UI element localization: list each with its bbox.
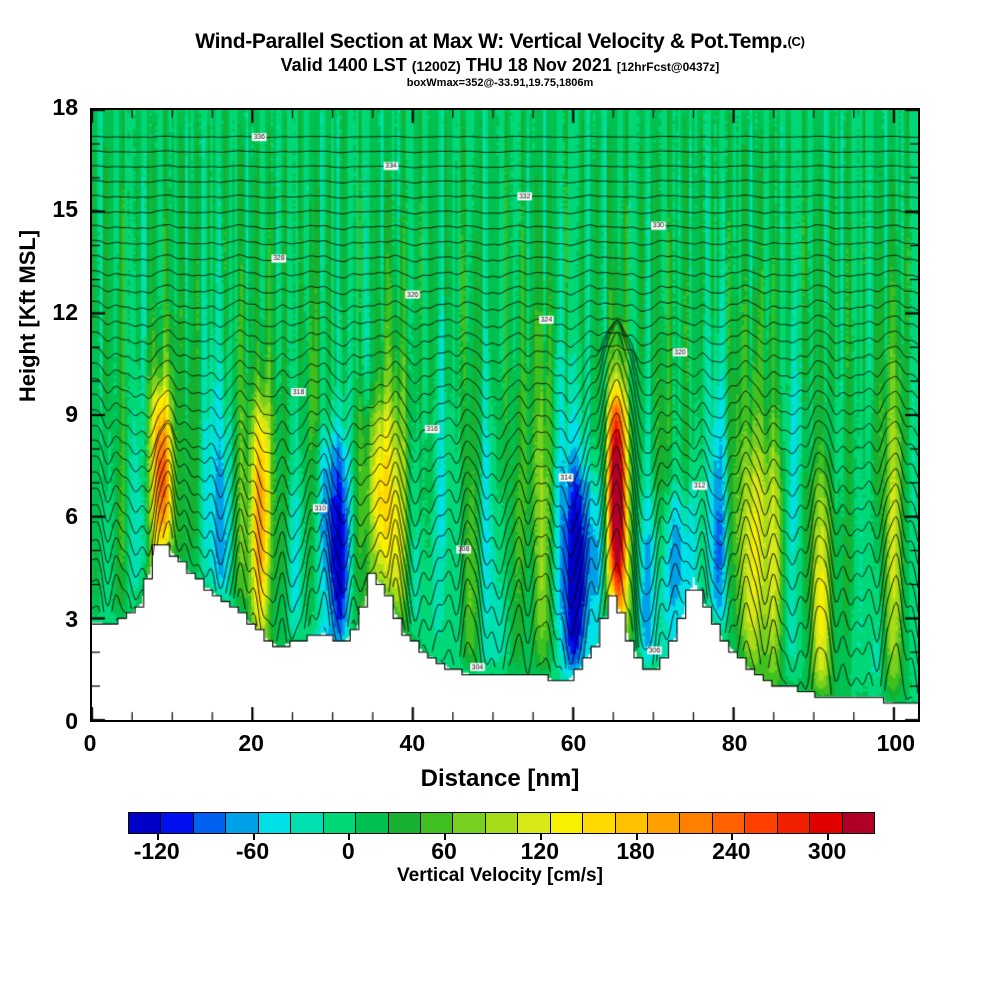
colorbar-label-300: 300 [807, 838, 847, 864]
colorbar-title: Vertical Velocity [cm/s] [397, 865, 603, 886]
colorbar-segment-1 [161, 813, 194, 833]
x-tick-label-20: 20 [238, 730, 264, 756]
x-tick-label-60: 60 [560, 730, 587, 756]
colorbar-tick [827, 834, 830, 840]
colorbar-segment-3 [226, 813, 259, 833]
colorbar-tick [635, 834, 638, 840]
colorbar-segment-18 [712, 813, 746, 833]
colorbar-segment-4 [258, 813, 292, 833]
colorbar-segment-9 [420, 813, 454, 833]
colorbar-segment-0 [129, 813, 162, 833]
colorbar-label-240: 240 [712, 838, 751, 864]
colorbar-segment-16 [648, 813, 681, 833]
main-title-text: Wind-Parallel Section at Max W: Vertical… [195, 30, 788, 53]
colorbar-segment-7 [356, 813, 389, 833]
colorbar [128, 812, 875, 834]
colorbar-segment-14 [583, 813, 616, 833]
y-tick-label-12: 12 [52, 298, 78, 325]
colorbar-segment-17 [680, 813, 713, 833]
colorbar-segment-21 [810, 813, 843, 833]
valid-date: THU 18 Nov 2021 [465, 55, 612, 75]
colorbar-tick [444, 834, 447, 840]
colorbar-segment-20 [777, 813, 811, 833]
y-tick-label-18: 18 [52, 94, 78, 120]
x-tick-label-0: 0 [83, 730, 97, 756]
colorbar-segment-12 [518, 813, 551, 833]
colorbar-label-60: 60 [431, 838, 457, 864]
x-tick-label-80: 80 [721, 730, 748, 756]
colorbar-tick [252, 834, 255, 840]
x-tick-label-100: 100 [876, 730, 915, 756]
cross-section-plot [90, 108, 920, 722]
colorbar-segment-8 [388, 813, 421, 833]
vertical-velocity-field [92, 110, 918, 720]
max-w-annotation: boxWmax=352@-33.91,19.75,1806m [406, 77, 594, 89]
colorbar-tick [539, 834, 542, 840]
colorbar-tick [731, 834, 734, 840]
colorbar-label-0: 0 [341, 838, 355, 864]
y-axis-title: Height [Kft MSL] [15, 229, 40, 403]
y-tick-label-15: 15 [52, 196, 78, 223]
colorbar-label--60: -60 [235, 838, 270, 864]
colorbar-label--120: -120 [133, 838, 180, 864]
page-title: Wind-Parallel Section at Max W: Vertical… [0, 30, 1000, 54]
colorbar-label-120: 120 [520, 838, 559, 864]
valid-utc: (1200Z) [411, 58, 461, 74]
colorbar-tick [156, 834, 159, 840]
colorbar-segment-11 [485, 813, 519, 833]
colorbar-segment-15 [615, 813, 648, 833]
forecast-tag: [12hrFcst@0437z] [616, 60, 720, 74]
y-tick-label-0: 0 [65, 708, 78, 734]
valid-prefix: Valid 1400 LST [280, 55, 407, 75]
y-tick-label-9: 9 [65, 401, 78, 427]
valid-time-subtitle: Valid 1400 LST (1200Z) THU 18 Nov 2021 [… [0, 55, 1000, 76]
colorbar-segment-2 [193, 813, 227, 833]
colorbar-segment-19 [745, 813, 778, 833]
x-axis-title: Distance [nm] [420, 765, 580, 792]
colorbar-segment-5 [291, 813, 324, 833]
colorbar-segment-10 [453, 813, 486, 833]
y-tick-label-3: 3 [65, 605, 78, 632]
title-block: Wind-Parallel Section at Max W: Vertical… [0, 30, 1000, 89]
colorbar-segment-22 [842, 813, 875, 833]
y-tick-label-6: 6 [65, 503, 78, 530]
colorbar-segment-13 [550, 813, 584, 833]
colorbar-label-180: 180 [616, 838, 655, 864]
colorbar-segment-6 [323, 813, 357, 833]
x-tick-label-40: 40 [399, 730, 426, 756]
copyright-superscript: (C) [787, 34, 805, 49]
colorbar-tick [348, 834, 351, 840]
